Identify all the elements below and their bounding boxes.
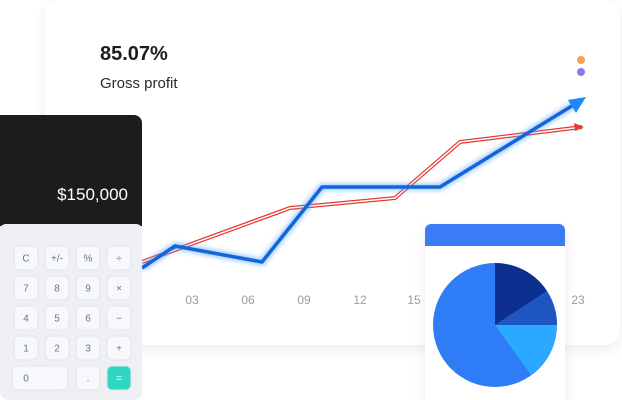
x-label: 09 — [297, 293, 311, 307]
key-label: 6 — [85, 314, 91, 325]
key-label: +/- — [51, 254, 63, 265]
key[interactable] — [44, 245, 70, 271]
key[interactable] — [13, 275, 39, 301]
x-label: 03 — [185, 293, 199, 307]
key[interactable] — [13, 245, 39, 271]
key-label: 8 — [54, 284, 60, 295]
red-line — [141, 123, 584, 264]
key[interactable] — [75, 365, 101, 391]
key-label: 5 — [54, 314, 60, 325]
metric-value: 85.07% — [100, 43, 168, 65]
calculator-display: $150,000 — [57, 185, 128, 204]
key[interactable] — [75, 305, 101, 331]
key-label: − — [116, 314, 122, 325]
key[interactable] — [106, 335, 132, 361]
key[interactable] — [106, 275, 132, 301]
key[interactable] — [75, 335, 101, 361]
dot — [577, 56, 585, 64]
key-label: 2 — [54, 344, 60, 355]
x-label: 15 — [407, 293, 421, 307]
key[interactable] — [44, 335, 70, 361]
key[interactable] — [106, 365, 132, 391]
key-label: 0 — [23, 374, 29, 385]
key-label: 4 — [23, 314, 29, 325]
key-label: 1 — [23, 344, 29, 355]
key[interactable] — [11, 365, 69, 391]
x-label: 06 — [241, 293, 255, 307]
key[interactable] — [75, 245, 101, 271]
key-label: 3 — [85, 344, 91, 355]
key-label: ÷ — [116, 254, 122, 265]
blue-line — [140, 97, 586, 271]
x-label: 23 — [571, 293, 585, 307]
key[interactable] — [106, 305, 132, 331]
key-label: + — [116, 344, 122, 355]
key-label: 7 — [23, 284, 29, 295]
key-label: × — [116, 284, 122, 295]
key-label: % — [84, 254, 93, 265]
key[interactable] — [106, 245, 132, 271]
key-label: 9 — [85, 284, 91, 295]
key-label: C — [22, 254, 29, 265]
key[interactable] — [44, 305, 70, 331]
key[interactable] — [13, 305, 39, 331]
pie-card — [425, 224, 565, 400]
calculator: $150,000 C +/-% ÷ 7 8 9 × 4 5 6 − 1 2 3 +0. = — [0, 115, 142, 400]
key-label: = — [116, 374, 122, 385]
key[interactable] — [75, 275, 101, 301]
metric-label: Gross profit — [100, 75, 178, 92]
key-label: . — [87, 374, 90, 385]
dot — [577, 68, 585, 76]
x-label: 12 — [353, 293, 367, 307]
key[interactable] — [44, 275, 70, 301]
key[interactable] — [13, 335, 39, 361]
